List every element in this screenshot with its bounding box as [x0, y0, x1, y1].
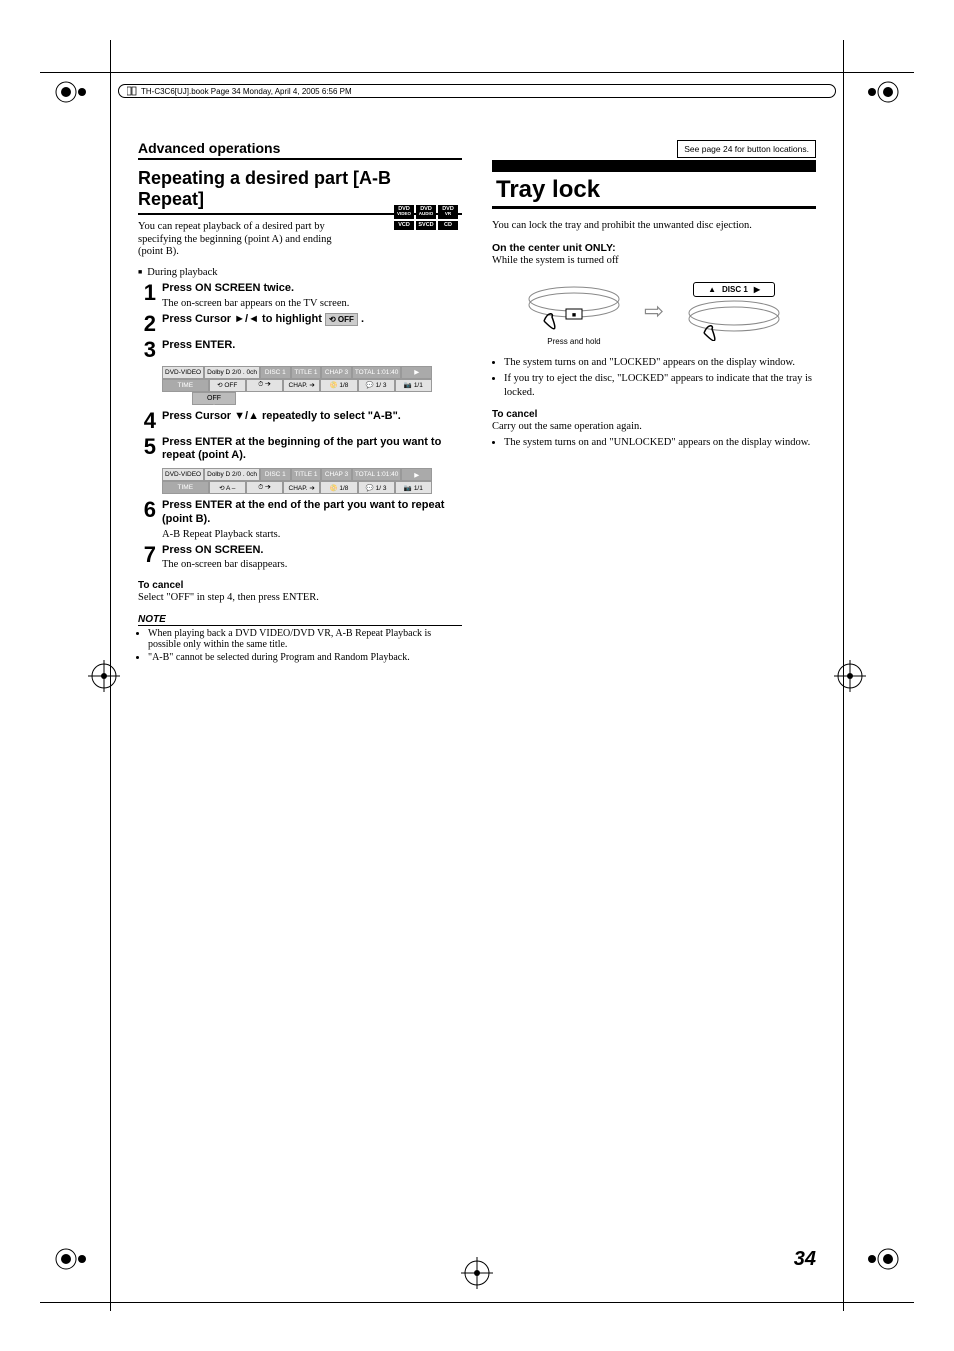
disc-label: ▲ DISC 1 ▶ [693, 282, 775, 297]
left-column: Advanced operations Repeating a desired … [138, 140, 462, 1231]
osd-cell: 📀 1/8 [320, 481, 357, 494]
osd-cell: 📷 1/1 [395, 379, 432, 392]
eject-icon: ▲ [708, 285, 716, 294]
osd-cell: TOTAL 1:01:40 [352, 468, 402, 481]
osd-cell: Dolby D 2/0 . 0ch [204, 468, 260, 481]
osd-bar-1: DVD-VIDEODolby D 2/0 . 0chDISC 1TITLE 1C… [162, 366, 432, 405]
content-area: Advanced operations Repeating a desired … [138, 140, 816, 1231]
unit-illustration-right [684, 297, 784, 341]
book-icon [127, 86, 137, 96]
osd-cell: ▶ [401, 468, 432, 481]
osd-cell: DISC 1 [260, 468, 291, 481]
osd-cell: TIME [162, 481, 209, 494]
osd-cell: DISC 1 [260, 366, 291, 379]
registration-mark-icon [461, 1257, 493, 1289]
osd-cell: DVD-VIDEO [162, 366, 204, 379]
tray-lock-title: Tray lock [492, 162, 816, 209]
osd-cell: TITLE 1 [291, 468, 322, 481]
badge-svcd: SVCD [416, 221, 436, 231]
registration-mark-icon [834, 660, 866, 692]
unit-illustration-left: ■ [524, 277, 624, 337]
header-text: TH-C3C6[UJ].book Page 34 Monday, April 4… [141, 87, 352, 96]
format-badges: DVDVIDEO DVDAUDIO DVDVR VCD SVCD CD [394, 205, 462, 231]
osd-cell: ⏱ ➔ [246, 379, 283, 392]
osd-cell: CHAP. ➔ [283, 481, 320, 494]
osd-cell: CHAP 3 [321, 468, 352, 481]
osd-cell: 📷 1/1 [395, 481, 432, 494]
badge-cd: CD [438, 221, 458, 231]
badge-dvd-vr: DVDVR [438, 205, 458, 219]
osd-off-dropdown: OFF [192, 392, 236, 405]
cancel-text-right: Carry out the same operation again. [492, 420, 816, 433]
press-hold-label: Press and hold [524, 337, 624, 346]
osd-cell: TITLE 1 [291, 366, 322, 379]
osd-cell: 💬 1/ 3 [358, 379, 395, 392]
while-off-text: While the system is turned off [492, 254, 816, 267]
section-heading: Advanced operations [138, 140, 280, 156]
badge-dvd-audio: DVDAUDIO [416, 205, 436, 219]
right-column: See page 24 for button locations. Tray l… [492, 140, 816, 1231]
illustration-row: ■ Press and hold ⇨ ▲ DISC 1 ▶ [492, 277, 816, 346]
svg-text:■: ■ [572, 312, 576, 319]
step-2: 2 Press Cursor ►/◄ to highlight ⟲ OFF . [138, 313, 462, 335]
center-unit-heading: On the center unit ONLY: [492, 242, 816, 254]
bullet-list-1: The system turns on and "LOCKED" appears… [504, 356, 816, 398]
bullet-list-2: The system turns on and "UNLOCKED" appea… [504, 436, 816, 449]
osd-bar-2: DVD-VIDEODolby D 2/0 . 0chDISC 1TITLE 1C… [162, 468, 432, 494]
step-7: 7 Press ON SCREEN. The on-screen bar dis… [138, 544, 462, 571]
corner-mark-icon [52, 74, 88, 110]
osd-cell: ⟲ A – [209, 481, 246, 494]
corner-mark-icon [866, 74, 902, 110]
osd-cell: TOTAL 1:01:40 [352, 366, 402, 379]
osd-cell: CHAP 3 [321, 366, 352, 379]
badge-dvd-video: DVDVIDEO [394, 205, 414, 219]
see-page-box: See page 24 for button locations. [677, 140, 816, 158]
step-1: 1 Press ON SCREEN twice. The on-screen b… [138, 282, 462, 309]
arrow-icon: ⇨ [644, 297, 664, 326]
osd-cell: TIME [162, 379, 209, 392]
corner-mark-icon [52, 1241, 88, 1277]
osd-cell: 💬 1/ 3 [358, 481, 395, 494]
intro-text: You can repeat playback of a desired par… [138, 221, 342, 259]
osd-cell: ⟲ OFF [209, 379, 246, 392]
crop-line [40, 1302, 914, 1303]
list-item: If you try to eject the disc, "LOCKED" a… [504, 372, 816, 398]
list-item: The system turns on and "LOCKED" appears… [504, 356, 816, 369]
cancel-heading: To cancel [138, 580, 462, 591]
osd-cell: ▶ [401, 366, 432, 379]
step-3: 3 Press ENTER. [138, 339, 462, 361]
registration-mark-icon [88, 660, 120, 692]
corner-mark-icon [866, 1241, 902, 1277]
play-icon: ▶ [754, 285, 760, 294]
osd-cell: 📀 1/8 [320, 379, 357, 392]
header-bar: TH-C3C6[UJ].book Page 34 Monday, April 4… [118, 84, 836, 98]
during-playback: During playback [138, 267, 462, 278]
osd-cell: Dolby D 2/0 . 0ch [204, 366, 260, 379]
note-item: When playing back a DVD VIDEO/DVD VR, A-… [148, 628, 462, 650]
osd-cell: DVD-VIDEO [162, 468, 204, 481]
tray-intro: You can lock the tray and prohibit the u… [492, 219, 816, 232]
note-label: NOTE [138, 614, 462, 626]
cancel-text: Select "OFF" in step 4, then press ENTER… [138, 591, 462, 604]
badge-vcd: VCD [394, 221, 414, 231]
crop-line [40, 72, 914, 73]
off-icon-inline: ⟲ OFF [325, 313, 358, 326]
osd-cell: ⏱ ➔ [246, 481, 283, 494]
page-number: 34 [794, 1248, 816, 1271]
note-item: "A-B" cannot be selected during Program … [148, 652, 462, 663]
step-6: 6 Press ENTER at the end of the part you… [138, 499, 462, 540]
note-list: When playing back a DVD VIDEO/DVD VR, A-… [148, 628, 462, 663]
step-4: 4 Press Cursor ▼/▲ repeatedly to select … [138, 410, 462, 432]
cancel-heading-right: To cancel [492, 409, 816, 420]
list-item: The system turns on and "UNLOCKED" appea… [504, 436, 816, 449]
osd-cell: CHAP. ➔ [283, 379, 320, 392]
step-5: 5 Press ENTER at the beginning of the pa… [138, 436, 462, 464]
